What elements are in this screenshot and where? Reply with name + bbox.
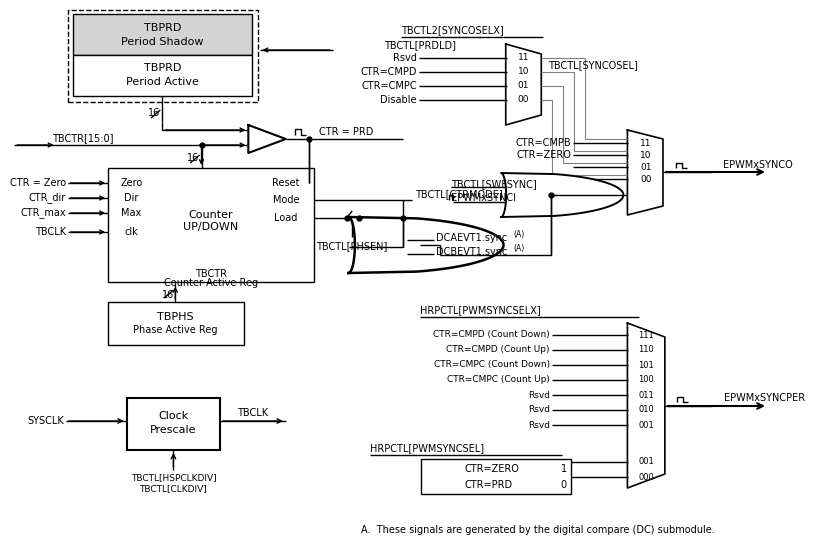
Text: TBCTL[CLKDIV]: TBCTL[CLKDIV]	[140, 484, 207, 494]
Text: TBCTL[SWFSYNC]: TBCTL[SWFSYNC]	[451, 179, 537, 189]
Text: (A): (A)	[513, 229, 524, 239]
Polygon shape	[501, 173, 624, 217]
Text: Phase Active Reg: Phase Active Reg	[133, 325, 218, 335]
Bar	[73, 55, 252, 96]
Text: 0: 0	[561, 480, 567, 490]
Text: 001: 001	[638, 458, 654, 466]
Text: 10: 10	[518, 68, 529, 76]
Text: 11: 11	[518, 54, 529, 62]
Text: DCBEVT1.sync: DCBEVT1.sync	[436, 247, 506, 257]
Text: Counter: Counter	[189, 210, 233, 220]
Bar	[127, 398, 220, 450]
Text: 011: 011	[638, 390, 654, 400]
Text: CTR = Zero: CTR = Zero	[10, 178, 66, 188]
Text: Max: Max	[121, 208, 141, 218]
Text: 110: 110	[638, 346, 654, 354]
Polygon shape	[628, 130, 663, 215]
Text: TBCLK: TBCLK	[237, 408, 268, 418]
Text: TBCTR[15:0]: TBCTR[15:0]	[52, 133, 113, 143]
Polygon shape	[506, 44, 541, 125]
Text: 010: 010	[638, 406, 654, 414]
Text: CTR_dir: CTR_dir	[28, 193, 66, 204]
Text: TBPRD: TBPRD	[144, 23, 180, 33]
Text: TBCTL2[SYNCOSELX]: TBCTL2[SYNCOSELX]	[401, 25, 503, 35]
Text: CTR = PRD: CTR = PRD	[320, 127, 374, 137]
Text: 10: 10	[641, 151, 652, 159]
Text: TBCTL[CTRMODE]: TBCTL[CTRMODE]	[415, 189, 502, 199]
Bar	[73, 14, 252, 55]
Text: HRPCTL[PWMSYNCSEL]: HRPCTL[PWMSYNCSEL]	[370, 443, 484, 453]
Polygon shape	[628, 323, 665, 488]
Polygon shape	[248, 125, 285, 153]
Text: TBPHS: TBPHS	[157, 312, 193, 322]
Text: Rsvd: Rsvd	[393, 53, 417, 63]
Text: 101: 101	[638, 360, 654, 370]
Text: 16: 16	[187, 153, 199, 163]
Text: CTR=CMPB: CTR=CMPB	[515, 138, 572, 148]
Text: A.  These signals are generated by the digital compare (DC) submodule.: A. These signals are generated by the di…	[361, 525, 715, 535]
Text: 111: 111	[638, 330, 654, 340]
Text: TBCTL[PHSEN]: TBCTL[PHSEN]	[316, 241, 388, 251]
Text: Reset: Reset	[272, 178, 299, 188]
Text: CTR=CMPD (Count Up): CTR=CMPD (Count Up)	[446, 346, 550, 354]
Bar	[108, 302, 244, 345]
Text: CTR=ZERO: CTR=ZERO	[464, 464, 520, 474]
Text: CTR=CMPC (Count Down): CTR=CMPC (Count Down)	[433, 360, 550, 370]
Text: 01: 01	[518, 81, 529, 91]
Text: TBCLK: TBCLK	[35, 227, 66, 237]
Text: 00: 00	[518, 96, 529, 104]
Text: 1: 1	[561, 464, 567, 474]
Text: EPWMxSYNCI: EPWMxSYNCI	[451, 193, 516, 203]
Text: Rsvd: Rsvd	[528, 406, 550, 414]
Text: Load: Load	[274, 213, 298, 223]
Text: TBCTL[PRDLD]: TBCTL[PRDLD]	[384, 40, 456, 50]
Bar	[421, 459, 572, 494]
Text: 000: 000	[638, 472, 654, 482]
Text: CTR=CMPC: CTR=CMPC	[361, 81, 417, 91]
Text: DCAEVT1.sync: DCAEVT1.sync	[436, 233, 506, 243]
Text: 00: 00	[641, 175, 652, 183]
Text: TBCTL[HSPCLKDIV]: TBCTL[HSPCLKDIV]	[131, 473, 216, 483]
Text: Rsvd: Rsvd	[528, 390, 550, 400]
Text: Disable: Disable	[380, 95, 417, 105]
Text: 16: 16	[162, 290, 174, 300]
Text: SYSCLK: SYSCLK	[27, 416, 64, 426]
Text: Clock: Clock	[159, 411, 189, 421]
Text: clk: clk	[124, 227, 138, 237]
Text: TBPRD: TBPRD	[144, 63, 180, 73]
Text: CTR=CMPC (Count Up): CTR=CMPC (Count Up)	[447, 376, 550, 384]
Text: CTR=PRD: CTR=PRD	[465, 480, 513, 490]
Text: CTR=ZERO: CTR=ZERO	[516, 150, 572, 160]
Text: TBCTL[SYNCOSEL]: TBCTL[SYNCOSEL]	[548, 60, 637, 70]
Text: HRPCTL[PWMSYNCSELX]: HRPCTL[PWMSYNCSELX]	[420, 305, 541, 315]
Text: Zero: Zero	[120, 178, 142, 188]
Text: 100: 100	[638, 376, 654, 384]
Text: Period Active: Period Active	[126, 77, 198, 87]
Bar	[67, 10, 258, 102]
Text: CTR=CMPD: CTR=CMPD	[360, 67, 417, 77]
Text: Period Shadow: Period Shadow	[121, 37, 203, 47]
Text: 01: 01	[641, 163, 652, 171]
Text: CTR_max: CTR_max	[20, 207, 66, 218]
Text: Counter Active Reg: Counter Active Reg	[163, 278, 258, 288]
Text: Rsvd: Rsvd	[528, 420, 550, 430]
Bar	[108, 168, 314, 282]
Text: UP/DOWN: UP/DOWN	[183, 222, 238, 232]
Text: CTR=CMPD (Count Down): CTR=CMPD (Count Down)	[433, 330, 550, 340]
Text: TBCTR: TBCTR	[195, 269, 227, 279]
Text: Dir: Dir	[124, 193, 138, 203]
Text: EPWMxSYNCPER: EPWMxSYNCPER	[724, 393, 805, 403]
Text: 16: 16	[148, 108, 160, 118]
Text: 11: 11	[641, 139, 652, 147]
Text: EPWMxSYNCO: EPWMxSYNCO	[723, 160, 793, 170]
Text: 001: 001	[638, 420, 654, 430]
Text: Mode: Mode	[272, 195, 299, 205]
Polygon shape	[349, 217, 503, 273]
Text: Prescale: Prescale	[150, 425, 197, 435]
Text: (A): (A)	[513, 244, 524, 252]
